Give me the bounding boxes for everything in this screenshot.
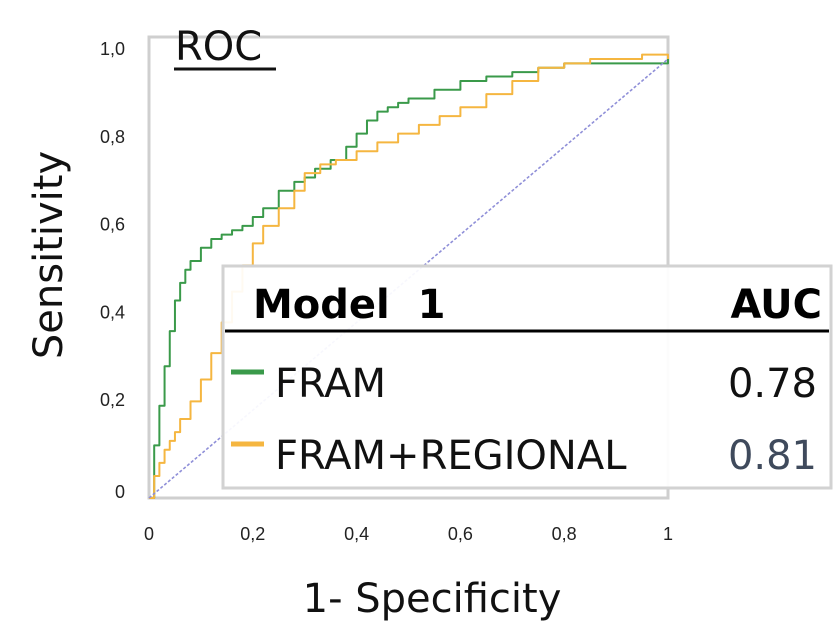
y-tick-label: 0,4 (100, 302, 125, 322)
y-tick-label: 0,6 (100, 215, 125, 235)
y-tick-label: 0 (115, 482, 125, 502)
y-tick-label: 0,8 (100, 127, 125, 147)
x-tick-label: 0,2 (240, 524, 265, 544)
reference-diagonal-line (148, 58, 669, 499)
x-tick-label: 0,6 (448, 524, 473, 544)
x-tick-label: 0,8 (552, 524, 577, 544)
x-tick-label: 1 (663, 524, 673, 544)
y-tick-label: 0,2 (100, 390, 125, 410)
x-tick-label: 0 (144, 524, 154, 544)
legend-header-model: Model 1 (253, 282, 445, 328)
x-tick-labels: 0 0,2 0,4 0,6 0,8 1 (144, 524, 673, 544)
y-axis-label: Sensitivity (26, 151, 72, 359)
x-axis-label: 1- Specificity (303, 576, 562, 622)
legend-box (221, 264, 833, 490)
legend-label-fram-regional: FRAM+REGIONAL (275, 433, 627, 479)
y-tick-label: 1,0 (100, 39, 125, 59)
x-tick-label: 0,4 (344, 524, 369, 544)
legend-auc-fram-regional: 0.81 (728, 433, 817, 479)
series-line-fram-regional (149, 53, 669, 499)
legend-label-fram: FRAM (275, 361, 386, 407)
legend-header-auc: AUC (730, 282, 822, 328)
series-layer (148, 53, 669, 499)
y-tick-labels: 0 0,2 0,4 0,6 0,8 1,0 (100, 39, 125, 502)
legend: Model 1 AUC FRAM 0.78 FRAM+REGIONAL 0.81 (221, 264, 833, 490)
chart-title: ROC (175, 24, 262, 70)
legend-auc-fram: 0.78 (728, 361, 817, 407)
